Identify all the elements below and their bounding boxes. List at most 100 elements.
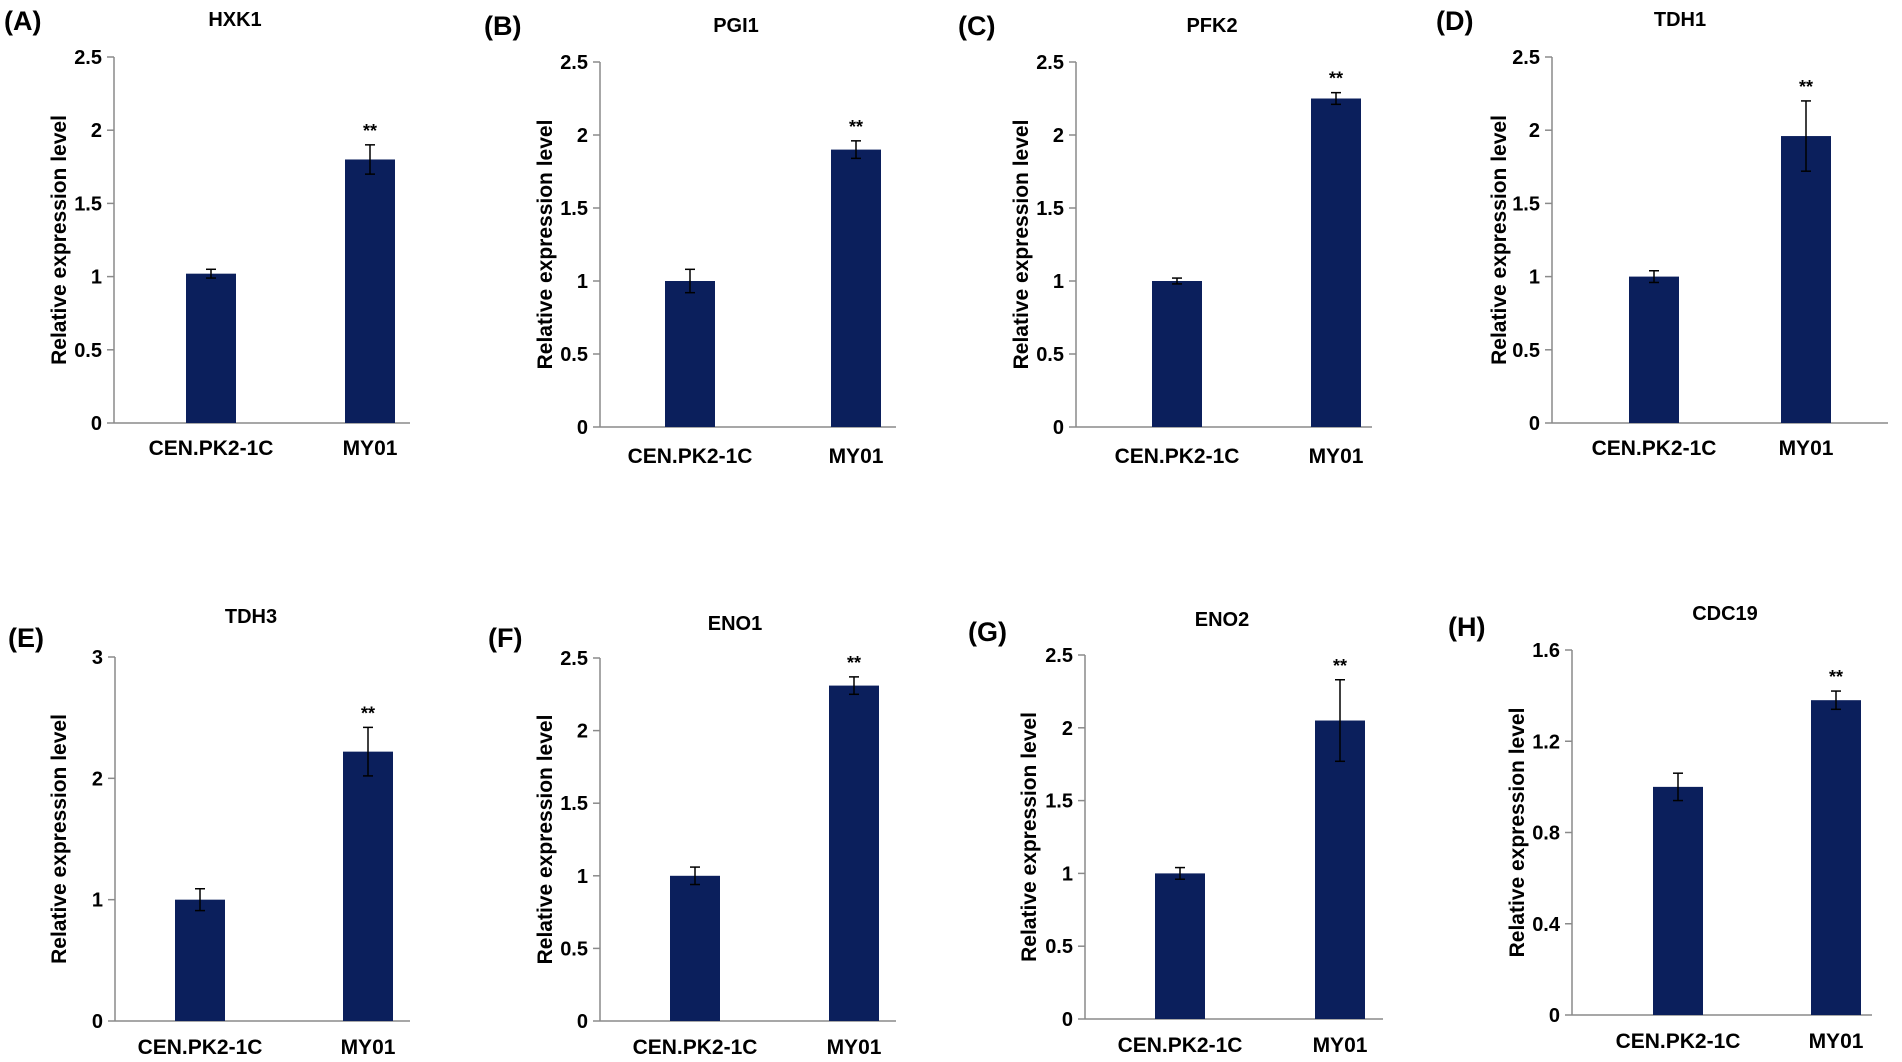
y-tick-label: 0 (1529, 413, 1540, 435)
x-category-label: MY01 (1309, 445, 1364, 468)
chart-panel-pfk2: (C) PFK2 0 0.5 1 1.5 2 2.5 Relative expression l… (958, 11, 1372, 468)
bar-my01 (345, 159, 395, 424)
y-tick-label: 1.5 (560, 198, 588, 220)
y-tick-label: 1.5 (1512, 193, 1540, 215)
chart-panel-pgi1: (B) PGI1 0 0.5 1 1.5 2 2.5 Relative expression l… (484, 11, 896, 468)
y-tick-label: 0 (1053, 417, 1064, 439)
y-tick-label: 3 (92, 647, 103, 669)
x-category-label: CEN.PK2-1C (1616, 1030, 1741, 1053)
significance-label: ** (1829, 667, 1843, 687)
bar-my01 (1311, 98, 1361, 427)
y-tick-label: 2.5 (560, 52, 588, 74)
bar-cen.pk2-1c (1653, 786, 1703, 1015)
chart-panel-eno1: (F) ENO1 0 0.5 1 1.5 2 2.5 Relative expression l… (488, 613, 896, 1059)
y-tick-label: 0 (1062, 1009, 1073, 1031)
y-tick-label: 1 (1062, 863, 1073, 885)
y-tick-label: 2.5 (1512, 47, 1540, 69)
chart-title: TDH3 (225, 606, 277, 628)
chart-panel-eno2: (G) ENO2 0 0.5 1 1.5 2 2.5 Relative expression l… (968, 609, 1383, 1057)
panel-letter: (B) (484, 11, 521, 41)
y-tick-label: 0.5 (74, 340, 102, 362)
y-axis-title: Relative expression level (1488, 115, 1511, 365)
y-axis-title: Relative expression level (1010, 120, 1033, 370)
y-tick-label: 1 (577, 271, 588, 293)
y-tick-label: 2 (577, 721, 588, 743)
y-tick-label: 0.4 (1532, 914, 1561, 936)
bar-my01 (831, 149, 881, 427)
y-tick-label: 0.5 (560, 344, 588, 366)
y-tick-label: 0.5 (1045, 936, 1073, 958)
y-tick-label: 0.5 (1036, 344, 1064, 366)
bar-cen.pk2-1c (1155, 873, 1205, 1019)
x-category-label: CEN.PK2-1C (1115, 445, 1240, 468)
chart-title: ENO1 (708, 613, 762, 635)
panel-letter: (H) (1448, 612, 1485, 642)
y-axis-title: Relative expression level (48, 115, 71, 365)
significance-label: ** (361, 703, 375, 723)
bar-my01 (343, 751, 393, 1021)
panel-letter: (G) (968, 617, 1007, 647)
y-axis-title: Relative expression level (534, 715, 557, 965)
y-tick-label: 1 (1529, 267, 1540, 289)
y-tick-label: 2.5 (74, 47, 102, 69)
chart-panel-tdh1: (D) TDH1 0 0.5 1 1.5 2 2.5 Relative expression l… (1436, 6, 1888, 460)
significance-label: ** (1333, 656, 1347, 676)
y-tick-label: 2 (1053, 125, 1064, 147)
y-tick-label: 2 (1062, 718, 1073, 740)
chart-panel-tdh3: (E) TDH3 0 1 2 3 Relative expression level CEN.… (8, 606, 410, 1059)
significance-label: ** (847, 653, 861, 673)
y-tick-label: 0 (92, 1011, 103, 1033)
y-axis-title: Relative expression level (48, 714, 71, 964)
x-category-label: CEN.PK2-1C (628, 445, 753, 468)
significance-label: ** (849, 117, 863, 137)
x-category-label: CEN.PK2-1C (149, 437, 274, 460)
y-tick-label: 2 (92, 768, 103, 790)
chart-title: CDC19 (1692, 603, 1758, 625)
bar-cen.pk2-1c (1152, 281, 1202, 427)
y-tick-label: 2 (91, 120, 102, 142)
bar-cen.pk2-1c (1629, 276, 1679, 423)
bar-cen.pk2-1c (175, 899, 225, 1021)
y-tick-label: 0 (577, 1011, 588, 1033)
y-axis-title: Relative expression level (1506, 708, 1529, 958)
y-tick-label: 1 (1053, 271, 1064, 293)
y-tick-label: 1.5 (1036, 198, 1064, 220)
chart-title: HXK1 (208, 9, 261, 31)
y-tick-label: 1.5 (560, 793, 588, 815)
y-tick-label: 0 (1549, 1005, 1560, 1027)
chart-title: TDH1 (1654, 9, 1706, 31)
bar-my01 (829, 685, 879, 1021)
bar-my01 (1811, 700, 1861, 1015)
bar-cen.pk2-1c (670, 875, 720, 1021)
bar-my01 (1315, 720, 1365, 1019)
chart-panel-cdc19: (H) CDC19 0 0.4 0.8 1.2 1.6 Relative expression… (1448, 603, 1872, 1053)
y-tick-label: 2.5 (560, 648, 588, 670)
panel-letter: (D) (1436, 6, 1473, 36)
y-tick-label: 1 (91, 267, 102, 289)
x-category-label: CEN.PK2-1C (1592, 437, 1717, 460)
significance-label: ** (1799, 77, 1813, 97)
panel-letter: (C) (958, 11, 995, 41)
y-tick-label: 0.8 (1532, 823, 1560, 845)
panel-letter: (E) (8, 623, 44, 653)
panel-letter: (A) (4, 6, 41, 36)
y-tick-label: 1.2 (1532, 731, 1560, 753)
significance-label: ** (363, 121, 377, 141)
bar-cen.pk2-1c (665, 281, 715, 427)
x-category-label: MY01 (341, 1036, 396, 1059)
significance-label: ** (1329, 69, 1343, 89)
bar-cen.pk2-1c (186, 273, 236, 423)
x-category-label: CEN.PK2-1C (633, 1036, 758, 1059)
bar-my01 (1781, 136, 1831, 423)
y-tick-label: 2.5 (1045, 645, 1073, 667)
chart-title: PGI1 (713, 15, 759, 37)
x-category-label: CEN.PK2-1C (1118, 1034, 1243, 1057)
x-category-label: CEN.PK2-1C (138, 1036, 263, 1059)
chart-panel-hxk1: (A) HXK1 0 0.5 1 1.5 2 2.5 Relative expression l… (4, 6, 410, 460)
y-tick-label: 2 (577, 125, 588, 147)
y-tick-label: 0 (91, 413, 102, 435)
y-tick-label: 0 (577, 417, 588, 439)
y-tick-label: 2.5 (1036, 52, 1064, 74)
x-category-label: MY01 (1313, 1034, 1368, 1057)
